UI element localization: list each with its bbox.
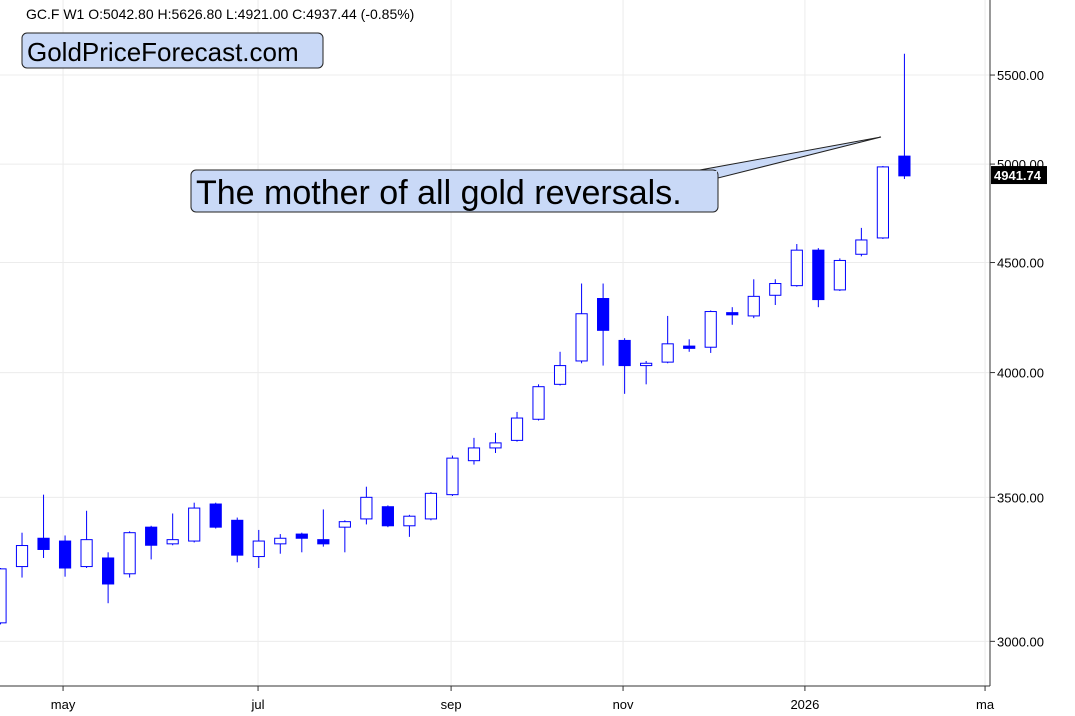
candle-body-up bbox=[188, 507, 201, 542]
candle-body-up bbox=[661, 343, 674, 363]
callout-box bbox=[190, 169, 719, 213]
candle-body-down bbox=[37, 537, 50, 550]
candle-body-up bbox=[833, 259, 846, 291]
candle-body-up bbox=[704, 311, 717, 348]
candle-body-up bbox=[403, 515, 416, 527]
watermark-box bbox=[21, 32, 324, 69]
x-tick-label: jul bbox=[251, 697, 265, 712]
candle-body-up bbox=[467, 447, 481, 462]
candle-body-down bbox=[898, 155, 911, 177]
last-price-box bbox=[991, 166, 1047, 185]
header: GC.F W1 O:5042.80 H:5626.80 L:4921.00 C:… bbox=[26, 6, 414, 22]
y-tick-label: 3000.00 bbox=[997, 634, 1044, 649]
candle-body-up bbox=[80, 539, 93, 568]
candle-body-up bbox=[510, 417, 524, 441]
x-tick-label: ma bbox=[976, 697, 995, 712]
candle-body-up bbox=[553, 365, 567, 385]
y-tick-label: 4000.00 bbox=[997, 366, 1044, 381]
candle-body-up bbox=[769, 283, 782, 296]
candle-body-up bbox=[360, 496, 373, 520]
candle-body-down bbox=[618, 339, 631, 367]
x-tick-label: sep bbox=[441, 697, 462, 712]
x-tick-label: 2026 bbox=[790, 697, 819, 712]
candle-body-up bbox=[489, 442, 502, 449]
candle-body-up bbox=[166, 539, 179, 545]
x-tick-label: nov bbox=[613, 697, 634, 712]
candle-body-down bbox=[58, 540, 72, 569]
candle-body-down bbox=[683, 345, 696, 349]
candle-body-up bbox=[424, 492, 438, 520]
candle-body-down bbox=[597, 298, 610, 331]
annotation: The mother of all gold reversals. bbox=[196, 174, 682, 212]
x-tick-label: may bbox=[51, 697, 76, 712]
watermark: GoldPriceForecast.com bbox=[27, 37, 299, 67]
candles bbox=[0, 53, 911, 625]
candle-body-up bbox=[338, 521, 351, 528]
candle-body-up bbox=[575, 313, 588, 362]
last-price-label: 4941.74 bbox=[994, 168, 1042, 183]
y-tick-label: 3500.00 bbox=[997, 490, 1044, 505]
y-tick-label: 5500.00 bbox=[997, 68, 1044, 83]
candle-body-down bbox=[209, 503, 222, 528]
candle-body-down bbox=[317, 539, 330, 545]
candle-body-down bbox=[295, 533, 308, 539]
candle-body-down bbox=[812, 249, 825, 301]
candle-body-up bbox=[123, 532, 136, 575]
candle-body-up bbox=[15, 545, 29, 568]
candle-body-down bbox=[102, 557, 115, 585]
candle-body-up bbox=[640, 362, 653, 367]
callout-joint bbox=[700, 171, 717, 179]
candle-body-up bbox=[876, 166, 889, 239]
candle-body-down bbox=[726, 312, 739, 316]
y-tick-label: 4500.00 bbox=[997, 256, 1044, 271]
candle-body-up bbox=[790, 249, 803, 287]
grid bbox=[0, 0, 990, 686]
candle-body-up bbox=[252, 540, 265, 558]
candle-body-up bbox=[0, 568, 7, 624]
candle-body-down bbox=[381, 506, 394, 527]
candle-body-up bbox=[747, 295, 760, 317]
candle-body-up bbox=[446, 457, 459, 496]
candle-body-up bbox=[855, 239, 868, 255]
candle-body-up bbox=[532, 386, 545, 420]
candle-body-up bbox=[274, 537, 287, 545]
candle-body-down bbox=[231, 519, 244, 556]
candle-body-down bbox=[145, 526, 158, 546]
